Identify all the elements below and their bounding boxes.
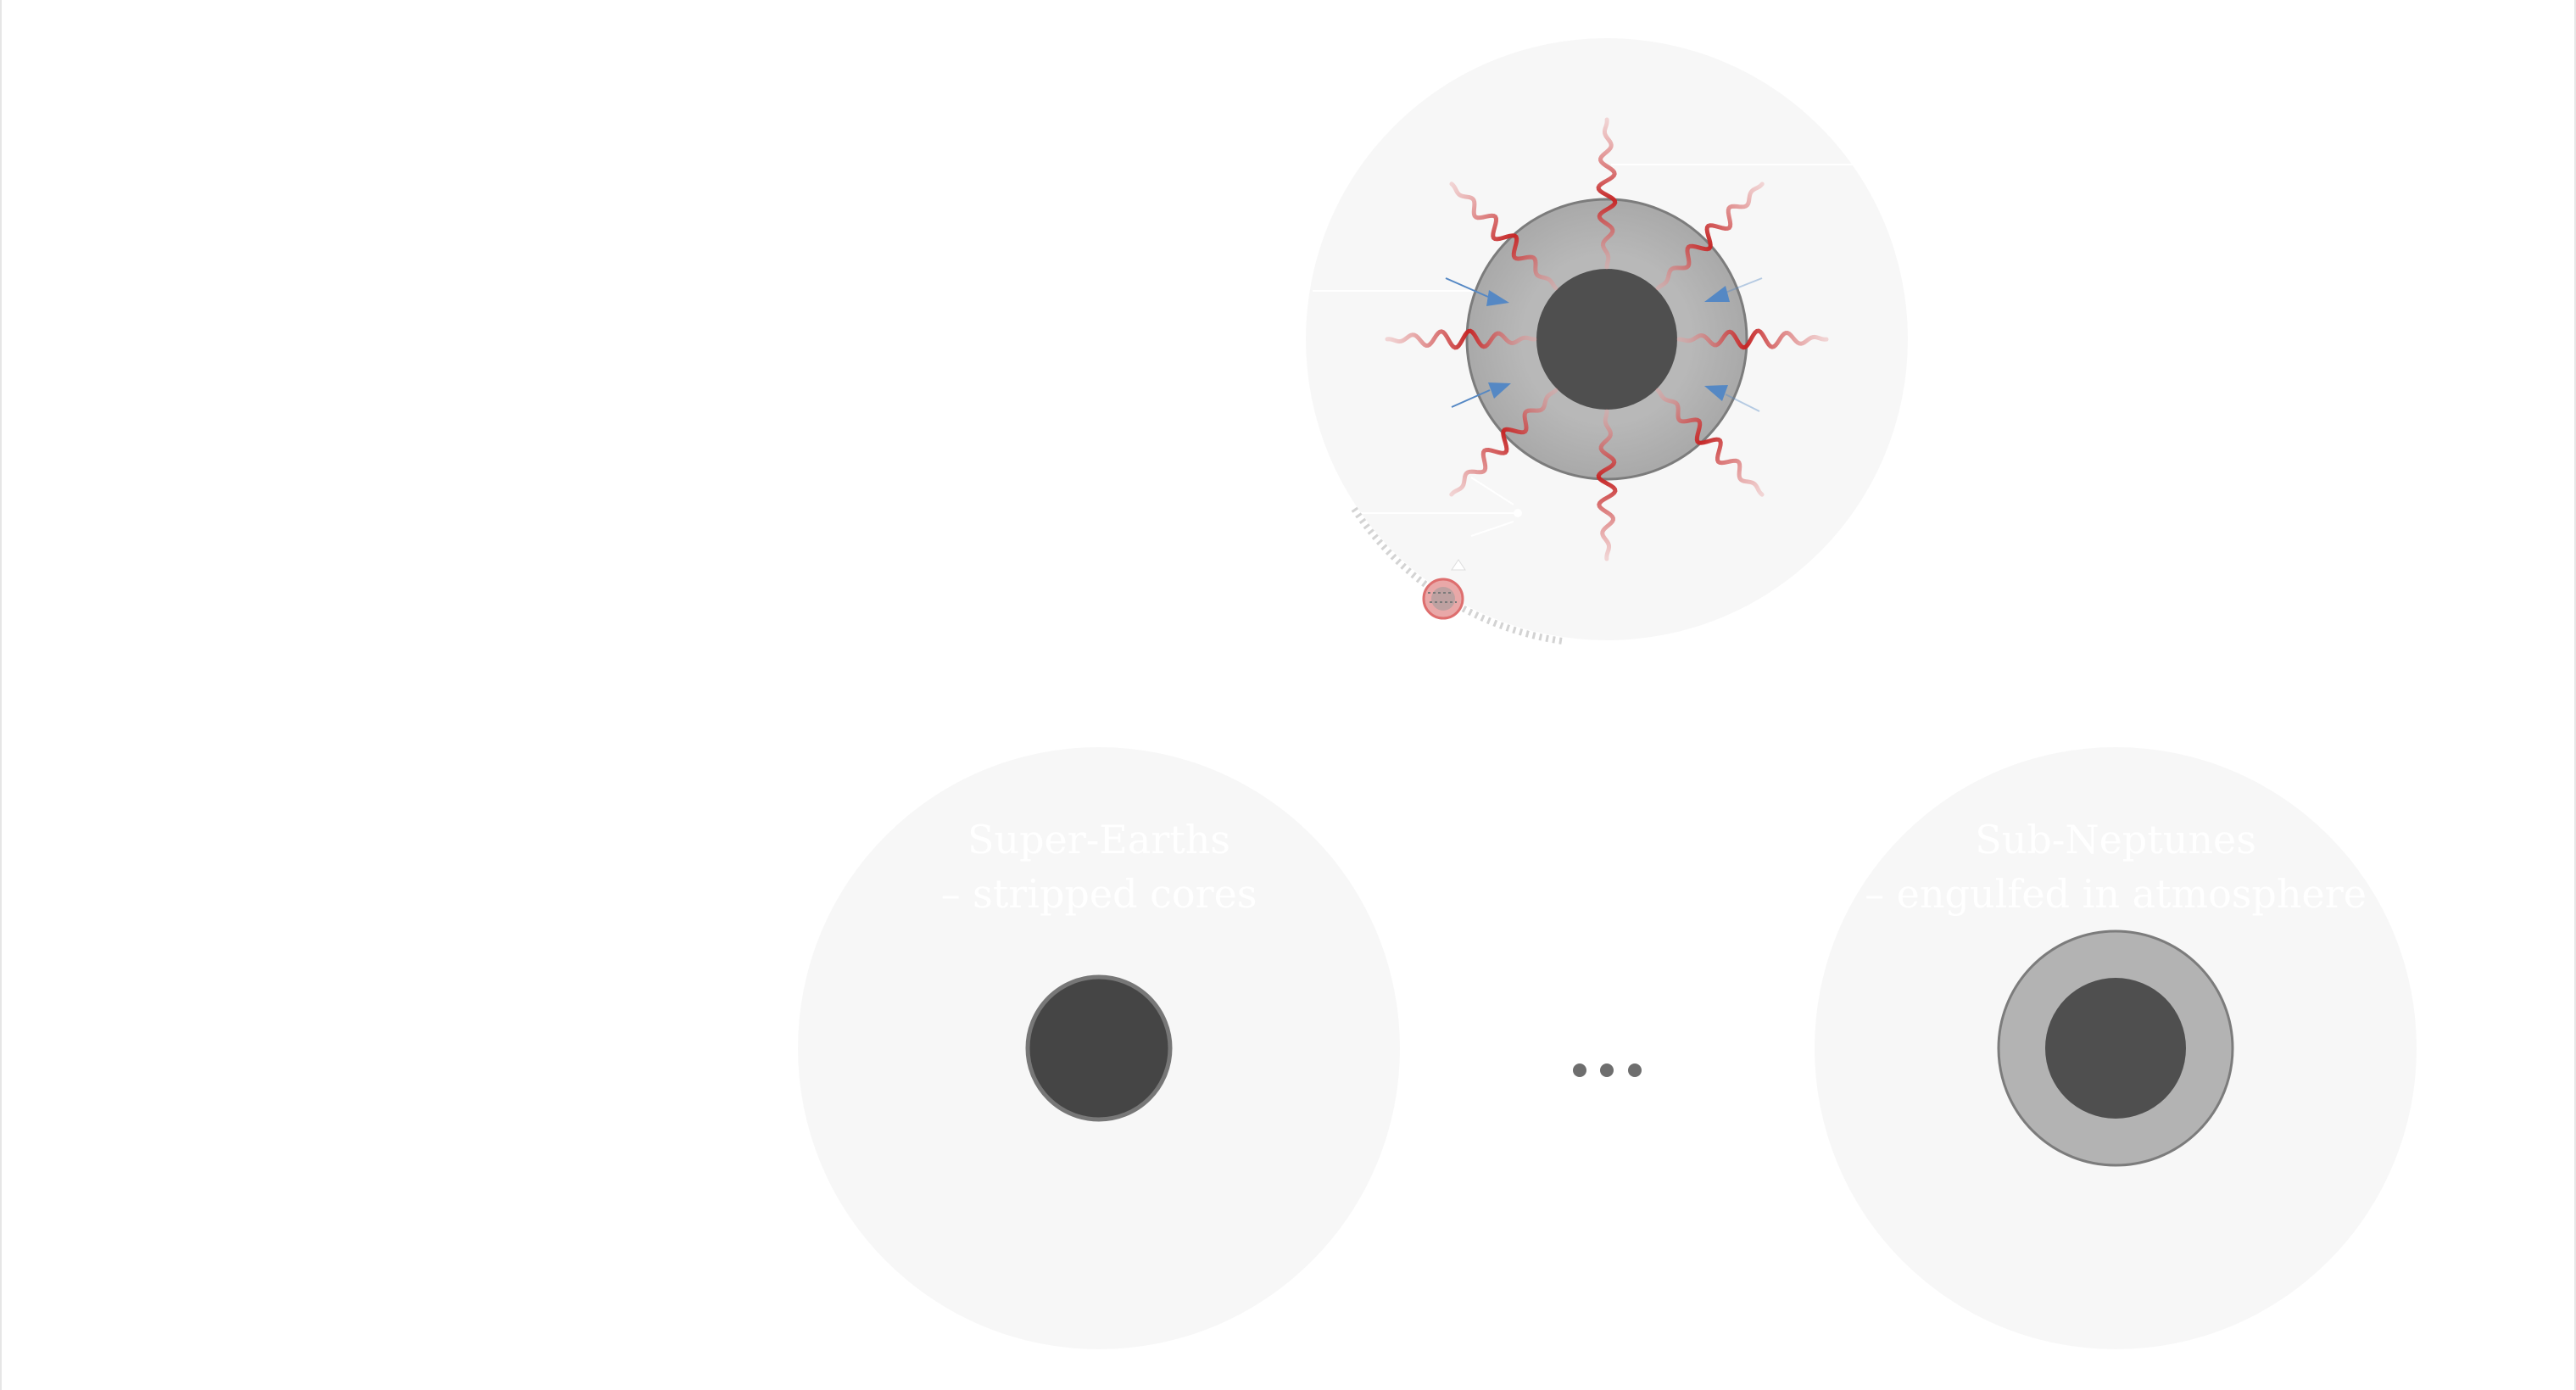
radiation-wave-icon — [1449, 388, 1558, 497]
core-icon — [1536, 269, 1677, 410]
orbiting-planet-icon — [1422, 578, 1464, 620]
engulfed-core-icon — [2045, 978, 2186, 1119]
super-earths-title: Super-Earths — [967, 817, 1231, 862]
faint-leader-lines — [1313, 164, 1853, 537]
escaping-particle-icon — [1451, 559, 1466, 571]
right-border — [2574, 0, 2576, 1390]
stripped-core-icon — [1025, 974, 1173, 1122]
radiation-wave-icon — [1596, 117, 1618, 270]
pressure-arrow-icon — [1451, 382, 1511, 408]
radiation-wave-icon — [1655, 181, 1765, 291]
super-earths-caption: Super-Earths – stripped cores — [777, 812, 1421, 921]
super-earths-subtitle: – stripped cores — [940, 871, 1257, 917]
left-border — [0, 0, 2, 1390]
ellipsis-icon — [1573, 1063, 1642, 1077]
pressure-arrow-icon — [1704, 277, 1763, 302]
bottom-right-panel — [1815, 747, 2417, 1349]
radiation-wave-icon — [1449, 181, 1558, 291]
radiation-wave-icon — [1655, 388, 1765, 497]
sub-neptunes-title: Sub-Neptunes — [1975, 817, 2256, 862]
pressure-arrow-icon — [1704, 385, 1760, 412]
radiation-waves — [1385, 117, 1829, 561]
radiation-wave-icon — [1676, 328, 1829, 350]
pressure-arrow-icon — [1445, 277, 1509, 306]
escaping-particle-icon — [1514, 509, 1522, 517]
sub-neptunes-subtitle: – engulfed in atmosphere — [1865, 871, 2367, 917]
orbit-arc — [1351, 506, 1564, 645]
radiation-wave-icon — [1596, 409, 1618, 561]
top-panel — [1306, 38, 1908, 645]
radiation-wave-icon — [1385, 328, 1537, 350]
bottom-left-panel — [798, 747, 1400, 1349]
pressure-arrows — [1445, 277, 1763, 412]
sub-neptunes-caption: Sub-Neptunes – engulfed in atmosphere — [1793, 812, 2438, 921]
